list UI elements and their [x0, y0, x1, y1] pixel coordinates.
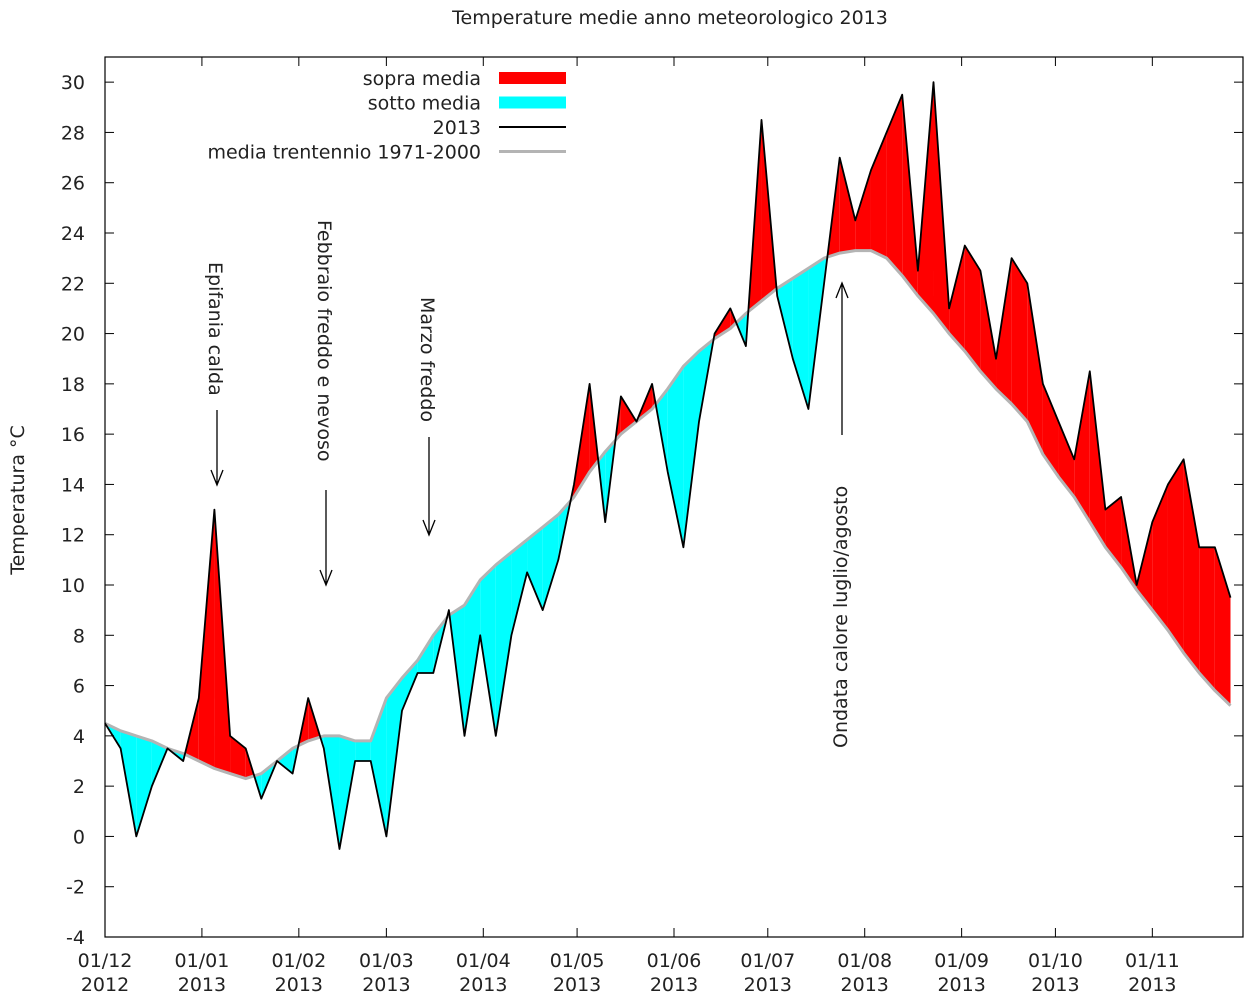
y-tick-label: 20 — [61, 324, 85, 346]
fill-area — [136, 735, 152, 837]
y-tick-label: 8 — [73, 625, 85, 647]
fill-area — [276, 748, 293, 774]
x-tick-label: 01/09 2013 — [934, 950, 989, 996]
y-tick-label: 0 — [73, 826, 85, 848]
fill-area — [855, 170, 871, 251]
fill-area — [558, 500, 571, 560]
fill-area — [1136, 522, 1153, 611]
legend-label: media trentennio 1971-2000 — [207, 142, 481, 164]
y-tick-label: 12 — [61, 525, 85, 547]
y-tick-label: 2 — [73, 776, 85, 798]
y-tick-label: 30 — [61, 72, 85, 94]
x-tick-label: 01/06 2013 — [647, 950, 702, 996]
fill-area — [1011, 258, 1028, 422]
x-tick-label: 01/04 2013 — [456, 950, 511, 996]
fill-area — [1027, 283, 1043, 455]
arrow — [210, 410, 224, 487]
legend-swatch — [499, 72, 566, 84]
fill-area — [1183, 459, 1200, 673]
fill-area — [980, 270, 997, 389]
fill-area — [527, 527, 543, 611]
x-tick-label: 01/05 2013 — [550, 950, 605, 996]
legend-label: 2013 — [433, 117, 481, 139]
y-axis-label: Temperatura °C — [7, 425, 29, 576]
x-tick-label: 01/07 2013 — [740, 950, 795, 996]
fill-area — [230, 735, 246, 779]
x-tick-label: 01/01 2013 — [175, 950, 230, 996]
fill-area — [198, 509, 215, 769]
annotation-arrows — [210, 281, 849, 587]
fill-area — [1089, 371, 1106, 548]
fills — [105, 82, 1231, 849]
annotation: Ondata calore luglio/agosto — [830, 486, 852, 748]
legend-swatch — [499, 96, 566, 109]
annotation: Marzo freddo — [416, 297, 438, 422]
fill-area — [386, 678, 403, 837]
y-tick-label: 22 — [61, 273, 85, 295]
arrow — [319, 490, 333, 587]
fill-area — [1105, 497, 1122, 568]
fill-area — [1152, 484, 1168, 631]
x-tick-label: 01/02 2013 — [271, 950, 326, 996]
fill-area — [1167, 459, 1184, 653]
fill-area — [996, 258, 1012, 404]
series-line — [104, 81, 1232, 850]
y-tick-label: 10 — [61, 575, 85, 597]
series-line — [104, 249, 1232, 781]
y-tick-label: 4 — [73, 726, 85, 748]
chart-title: Temperature medie anno meteorologico 201… — [451, 7, 888, 29]
fill-area — [1058, 421, 1075, 497]
y-tick-label: 6 — [73, 676, 85, 698]
fill-area — [870, 132, 887, 259]
x-tick-label: 01/11 2013 — [1125, 950, 1180, 996]
y-tick-label: -4 — [66, 927, 85, 949]
fill-area — [1199, 547, 1215, 691]
legend-label: sopra media — [363, 68, 481, 90]
fill-area — [511, 539, 528, 636]
fill-area — [417, 635, 434, 673]
x-tick-label: 01/03 2013 — [359, 950, 414, 996]
fill-area — [620, 396, 637, 435]
fill-area — [464, 579, 481, 736]
fill-area — [339, 735, 356, 849]
fill-area — [949, 245, 965, 352]
y-tick-label: 18 — [61, 374, 85, 396]
fill-area — [886, 94, 903, 276]
fill-area — [777, 278, 793, 359]
y-tick-label: 14 — [61, 474, 85, 496]
y-tick-label: 28 — [61, 122, 85, 144]
x-tick-label: 01/08 2013 — [837, 950, 892, 996]
fill-area — [355, 740, 371, 761]
legend-label: sotto media — [368, 93, 481, 115]
fill-area — [792, 268, 809, 409]
fill-area — [839, 157, 856, 254]
fill-area — [683, 351, 700, 548]
fill-area — [667, 366, 684, 548]
y-tick-label: 16 — [61, 424, 85, 446]
annotation: Febbraio freddo e nevoso — [313, 220, 335, 462]
y-tick-label: -2 — [66, 877, 85, 899]
arrow — [835, 281, 849, 435]
fill-area — [542, 514, 559, 611]
annotation: Epifania calda — [204, 262, 226, 396]
fill-area — [1042, 383, 1059, 477]
x-tick-label: 01/12 2012 — [78, 950, 133, 996]
fill-area — [1074, 371, 1090, 523]
x-tick-label: 01/10 2013 — [1028, 950, 1083, 996]
fill-area — [964, 245, 981, 372]
arrow — [422, 437, 436, 537]
fill-area — [402, 660, 418, 711]
fill-area — [480, 564, 496, 736]
y-tick-label: 24 — [61, 223, 85, 245]
y-tick-label: 26 — [61, 173, 85, 195]
fill-area — [495, 552, 512, 736]
